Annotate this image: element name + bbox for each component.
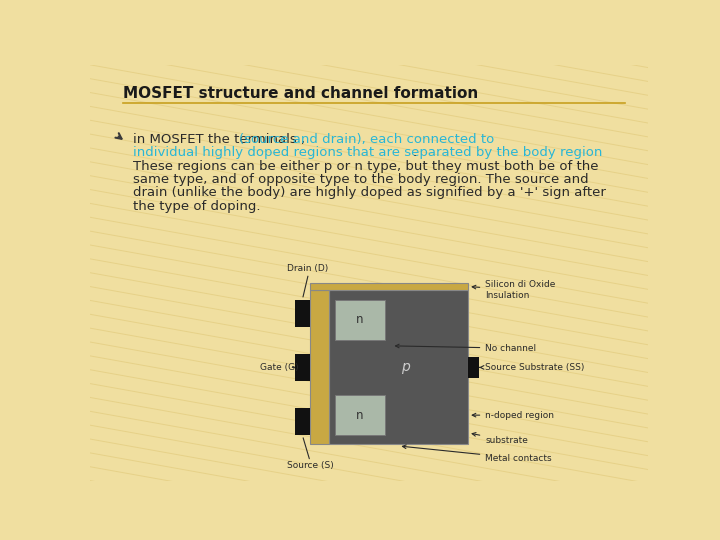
Bar — [294, 354, 310, 381]
Text: These regions can be either p or n type, but they must both be of the: These regions can be either p or n type,… — [133, 159, 599, 172]
Text: p: p — [401, 360, 410, 374]
Text: drain (unlike the body) are highly doped as signified by a '+' sign after: drain (unlike the body) are highly doped… — [133, 186, 606, 199]
Text: in MOSFET the terminals ,: in MOSFET the terminals , — [133, 132, 310, 146]
Text: individual highly doped regions that are separated by the body region: individual highly doped regions that are… — [133, 146, 603, 159]
Text: Source Substrate (SS): Source Substrate (SS) — [480, 363, 585, 372]
Bar — [310, 283, 468, 291]
Text: .: . — [413, 146, 417, 159]
Text: same type, and of opposite type to the body region. The source and: same type, and of opposite type to the b… — [133, 173, 589, 186]
Text: the type of doping.: the type of doping. — [133, 200, 261, 213]
Text: n-doped region: n-doped region — [472, 410, 554, 420]
Text: Drain (D): Drain (D) — [287, 265, 328, 273]
Text: n: n — [356, 409, 364, 422]
Bar — [294, 300, 310, 327]
Bar — [335, 300, 385, 340]
Bar — [294, 408, 310, 435]
Text: Source (S): Source (S) — [287, 461, 333, 470]
Bar — [468, 356, 479, 378]
Text: substrate: substrate — [472, 433, 528, 445]
Text: Metal contacts: Metal contacts — [402, 445, 552, 463]
Bar — [329, 291, 468, 444]
Bar — [310, 291, 329, 444]
Text: Gate (G): Gate (G) — [260, 363, 298, 372]
Text: No channel: No channel — [395, 343, 536, 353]
Bar — [335, 395, 385, 435]
Text: n: n — [356, 313, 364, 326]
Text: (source and drain), each connected to: (source and drain), each connected to — [238, 132, 494, 146]
Text: Silicon di Oxide
Insulation: Silicon di Oxide Insulation — [472, 280, 556, 300]
Text: MOSFET structure and channel formation: MOSFET structure and channel formation — [122, 86, 478, 102]
